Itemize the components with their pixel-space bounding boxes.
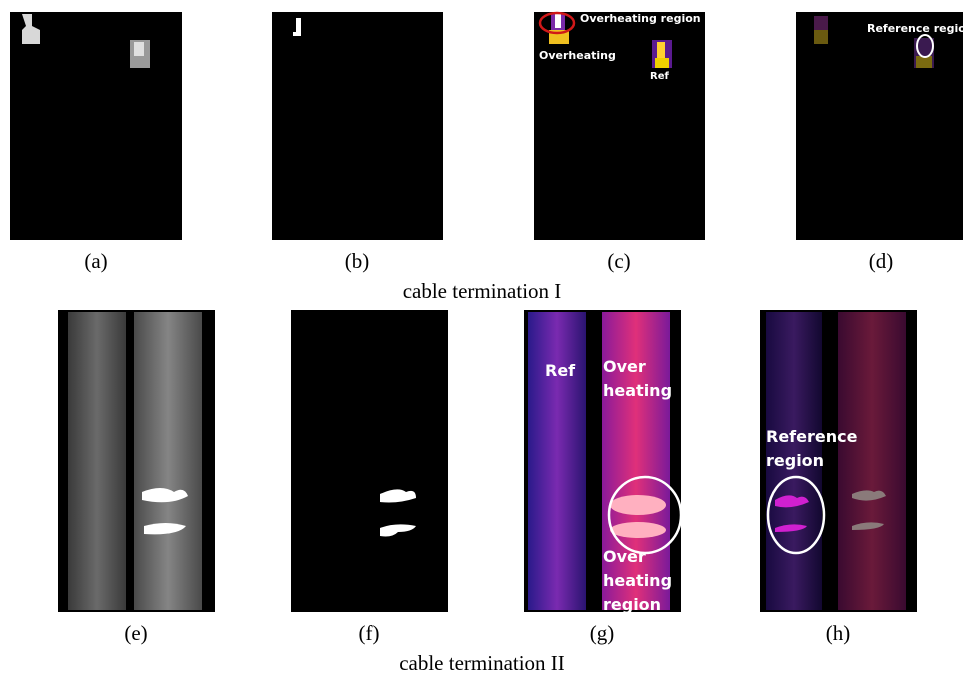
- panel-label: (h): [826, 621, 851, 645]
- panel-label: (c): [607, 249, 630, 273]
- panel-b: [272, 12, 443, 240]
- annotation: Overheating region: [580, 12, 701, 25]
- annotation: Over: [603, 547, 646, 566]
- panel-g: Ref Over heating Over heating region: [524, 310, 681, 614]
- caption: cable termination I: [403, 279, 562, 303]
- annotation: Over: [603, 357, 646, 376]
- annotation: Ref: [545, 361, 576, 380]
- panel-label: (b): [345, 249, 370, 273]
- panel-f: [291, 310, 448, 612]
- annotation: heating: [603, 381, 672, 400]
- annotation: Reference region: [867, 22, 963, 35]
- annotation: Reference: [766, 427, 858, 446]
- panel-label: (f): [359, 621, 380, 645]
- annotation: heating: [603, 571, 672, 590]
- annotation: region: [766, 451, 824, 470]
- annotation: region: [603, 595, 661, 614]
- panel-c: Overheating region Overheating Ref: [534, 12, 705, 240]
- panel-d: Reference region: [796, 12, 963, 240]
- annotation: Ref: [650, 71, 669, 82]
- panel-label: (g): [590, 621, 615, 645]
- panel-a: [10, 12, 182, 240]
- panel-label: (e): [124, 621, 147, 645]
- figure: Overheating region Overheating Ref Refer…: [0, 0, 963, 682]
- caption: cable termination II: [399, 651, 565, 675]
- annotation: Overheating: [539, 49, 616, 62]
- panel-h: Reference region: [760, 310, 917, 612]
- panel-label: (d): [869, 249, 894, 273]
- panel-e: [58, 310, 215, 612]
- panel-label: (a): [84, 249, 107, 273]
